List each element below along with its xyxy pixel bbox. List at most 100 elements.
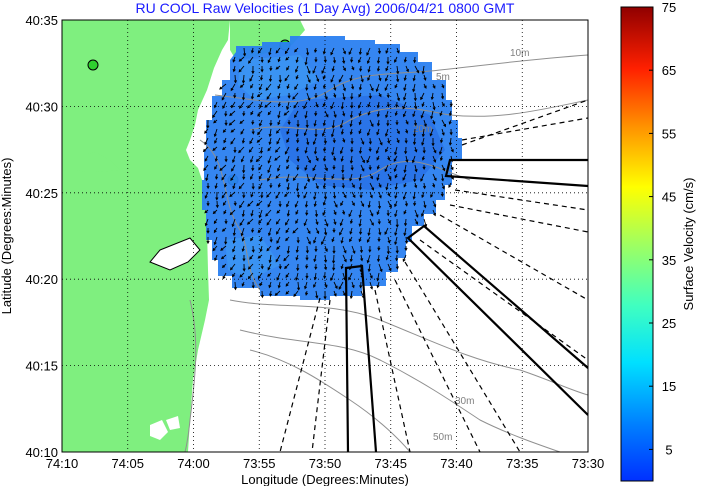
velocity-arrow — [313, 254, 317, 263]
velocity-arrow — [360, 290, 365, 299]
velocity-arrow — [376, 128, 380, 136]
velocity-arrow — [312, 65, 317, 74]
velocity-arrow — [333, 110, 337, 118]
velocity-arrow — [358, 146, 363, 155]
velocity-arrow — [395, 101, 399, 108]
velocity-arrow — [223, 182, 227, 188]
velocity-arrow — [395, 218, 399, 228]
velocity-arrow — [239, 83, 245, 88]
velocity-arrow — [432, 182, 436, 188]
velocity-arrow — [251, 164, 255, 172]
velocity-arrow — [341, 182, 345, 189]
velocity-arrow — [314, 263, 318, 270]
velocity-arrow — [241, 281, 245, 287]
velocity-arrow — [286, 128, 290, 135]
velocity-arrow — [248, 146, 254, 153]
velocity-arrow — [277, 164, 281, 172]
velocity-arrow — [324, 245, 328, 253]
velocity-arrow — [369, 173, 373, 180]
velocity-arrow — [331, 65, 335, 72]
velocity-arrow — [239, 272, 245, 278]
velocity-arrow — [221, 92, 227, 101]
velocity-arrow — [230, 137, 236, 145]
velocity-arrow — [369, 272, 373, 279]
velocity-arrow — [205, 173, 209, 182]
velocity-arrow — [414, 101, 418, 110]
velocity-arrow — [368, 245, 372, 253]
velocity-arrow — [349, 236, 353, 243]
velocity-arrow — [394, 146, 398, 156]
velocity-arrow — [249, 74, 254, 82]
velocity-arrow — [233, 281, 238, 291]
velocity-arrow — [351, 191, 356, 199]
velocity-arrow — [306, 227, 311, 235]
velocity-arrow — [315, 218, 319, 226]
velocity-arrow — [239, 119, 245, 124]
velocity-arrow — [233, 146, 237, 154]
velocity-arrow — [242, 254, 246, 262]
velocity-arrow — [204, 137, 209, 146]
velocity-arrow — [238, 56, 245, 62]
velocity-arrow — [258, 209, 263, 219]
velocity-arrow — [438, 146, 443, 155]
colorbar-tick-label: 75 — [662, 0, 676, 15]
velocity-arrow — [204, 218, 209, 227]
velocity-arrow — [275, 128, 281, 134]
velocity-arrow — [221, 263, 227, 269]
velocity-arrow — [394, 209, 398, 218]
velocity-arrow — [215, 200, 219, 209]
y-tick-label: 40:15 — [25, 359, 58, 374]
velocity-arrow — [232, 236, 236, 244]
velocity-arrow — [358, 218, 362, 228]
velocity-arrow — [232, 56, 236, 63]
velocity-arrow — [230, 128, 236, 133]
velocity-arrow — [286, 164, 290, 170]
velocity-arrow — [242, 47, 247, 57]
velocity-arrow — [294, 47, 299, 53]
velocity-arrow — [403, 83, 407, 92]
velocity-arrow — [331, 236, 335, 243]
velocity-arrow — [420, 209, 425, 217]
velocity-arrow — [221, 191, 227, 199]
velocity-arrow — [439, 137, 444, 144]
velocity-arrow — [322, 101, 326, 108]
velocity-arrow — [385, 182, 389, 191]
velocity-arrow — [405, 155, 409, 163]
contour-label: 30m — [455, 396, 474, 407]
velocity-arrow — [377, 200, 382, 210]
x-tick-label: 74:00 — [177, 456, 210, 471]
velocity-arrow — [323, 146, 327, 153]
velocity-arrow — [278, 263, 282, 270]
velocity-arrow — [214, 173, 219, 180]
velocity-arrow — [266, 218, 272, 226]
velocity-arrow — [402, 173, 407, 181]
velocity-arrow — [368, 146, 372, 153]
contour-label: 50m — [433, 432, 452, 443]
velocity-arrow — [213, 236, 218, 246]
velocity-arrow — [284, 47, 290, 55]
velocity-arrow — [284, 74, 290, 82]
velocity-arrow — [342, 290, 346, 297]
velocity-arrow — [395, 263, 399, 270]
velocity-arrow — [276, 209, 281, 214]
velocity-arrow — [256, 137, 263, 143]
chart-title: RU COOL Raw Velocities (1 Day Avg) 2006/… — [135, 0, 515, 16]
velocity-arrow — [403, 209, 407, 215]
velocity-arrow — [267, 164, 272, 174]
velocity-arrow — [358, 47, 362, 56]
velocity-arrow — [267, 56, 272, 64]
velocity-arrow — [376, 56, 381, 64]
velocity-arrow — [351, 281, 355, 289]
velocity-arrow — [413, 119, 418, 127]
velocity-arrow — [378, 182, 382, 188]
velocity-arrow — [358, 56, 362, 64]
velocity-arrow — [276, 227, 281, 235]
velocity-arrow — [324, 281, 328, 289]
velocity-arrow — [313, 191, 317, 201]
velocity-arrow — [330, 101, 335, 110]
velocity-arrow — [257, 110, 263, 117]
velocity-arrow — [342, 83, 346, 92]
velocity-arrow — [432, 101, 436, 111]
velocity-arrow — [204, 209, 209, 214]
